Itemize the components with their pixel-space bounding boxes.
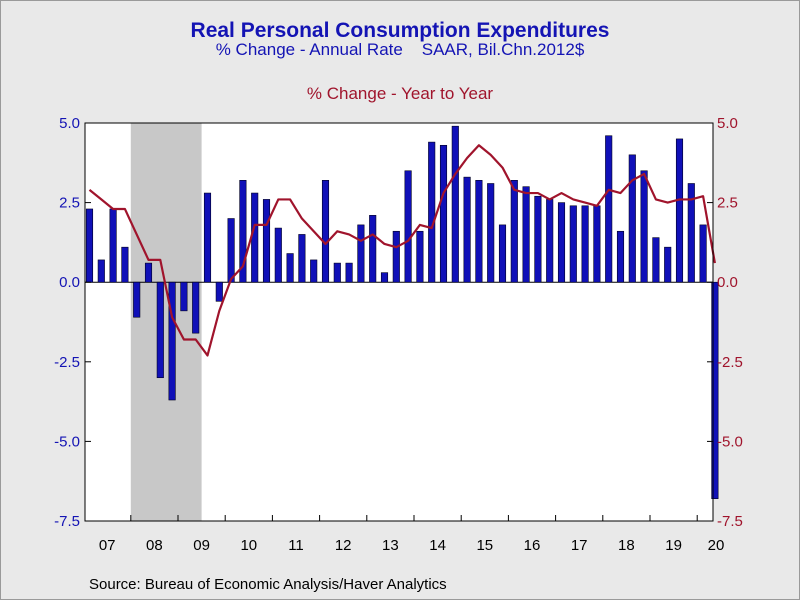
yoy-line [88, 144, 716, 357]
source-note: Source: Bureau of Economic Analysis/Have… [89, 576, 447, 593]
bar [581, 205, 589, 283]
x-tick-label: 15 [476, 537, 493, 554]
bar [652, 237, 660, 283]
y-tick-label-left: -7.5 [54, 513, 80, 530]
bar [380, 272, 389, 283]
bar [333, 262, 341, 283]
bar [133, 281, 141, 318]
y-tick-label-left: -2.5 [54, 354, 80, 371]
bar [357, 224, 365, 283]
bar [546, 199, 554, 283]
bar [557, 202, 566, 283]
bar [487, 183, 495, 283]
bar [156, 281, 164, 379]
bar [262, 199, 271, 283]
bar [404, 170, 412, 283]
y-tick-label-right: 5.0 [717, 115, 738, 132]
bar [310, 259, 318, 283]
x-tick-label: 11 [288, 537, 304, 554]
bar [121, 246, 129, 283]
y-tick-label-left: 0.0 [59, 274, 80, 291]
x-tick-label: 09 [193, 537, 210, 554]
bar [640, 170, 648, 283]
bar [569, 205, 577, 283]
bar [203, 192, 212, 283]
bar [192, 281, 200, 334]
y-tick-label-left: -5.0 [54, 433, 80, 450]
bar [144, 262, 153, 283]
bar [711, 281, 719, 500]
bar [168, 281, 176, 401]
y-tick-label-right: 0.0 [717, 274, 738, 291]
bar [498, 224, 507, 283]
chart-title: Real Personal Consumption Expenditures [190, 19, 610, 42]
y-tick-label-right: 2.5 [717, 195, 738, 212]
bar [475, 180, 483, 283]
plot-border [84, 122, 714, 522]
recession-shading [130, 123, 202, 521]
bar [215, 281, 223, 302]
bar [628, 154, 636, 283]
bar [239, 180, 247, 283]
x-tick-label: 07 [99, 537, 116, 554]
bar [109, 208, 117, 283]
bar [321, 180, 330, 283]
bar [439, 144, 448, 283]
bar [593, 205, 601, 283]
chart-line-subtitle: % Change - Year to Year [306, 84, 494, 103]
bar [687, 183, 695, 283]
bar [251, 192, 259, 283]
x-tick-label: 16 [524, 537, 541, 554]
bar [369, 215, 377, 283]
bar [522, 186, 530, 283]
y-tick-label-right: -7.5 [717, 513, 743, 530]
bar [699, 224, 707, 283]
bar [416, 230, 424, 283]
y-tick-label-right: -5.0 [717, 433, 743, 450]
y-tick-label-left: 5.0 [59, 115, 80, 132]
bar [274, 227, 282, 283]
bar [227, 218, 235, 283]
bar [286, 253, 294, 283]
bar [345, 262, 353, 283]
y-tick-label-left: 2.5 [59, 195, 80, 212]
y-tick-label-right: -2.5 [717, 354, 743, 371]
bar [97, 259, 105, 283]
bar [463, 176, 471, 283]
x-tick-label: 10 [240, 537, 257, 554]
x-tick-label: 20 [708, 537, 725, 554]
bar [510, 180, 518, 283]
x-tick-label: 13 [382, 537, 399, 554]
x-tick-label: 08 [146, 537, 163, 554]
x-tick-label: 12 [335, 537, 352, 554]
bar [85, 208, 94, 283]
x-tick-label: 14 [429, 537, 446, 554]
chart-subtitle: % Change - Annual Rate SAAR, Bil.Chn.201… [215, 40, 585, 59]
bar [534, 195, 542, 283]
x-tick-label: 19 [665, 537, 682, 554]
bar [451, 125, 459, 283]
bar [180, 281, 188, 312]
bar [392, 230, 400, 283]
bar [616, 230, 625, 283]
bar [664, 246, 672, 283]
x-tick-label: 17 [571, 537, 588, 554]
bar [675, 138, 684, 283]
bar [605, 135, 613, 283]
x-tick-label: 18 [618, 537, 635, 554]
bar [298, 234, 306, 283]
bar [428, 141, 436, 283]
